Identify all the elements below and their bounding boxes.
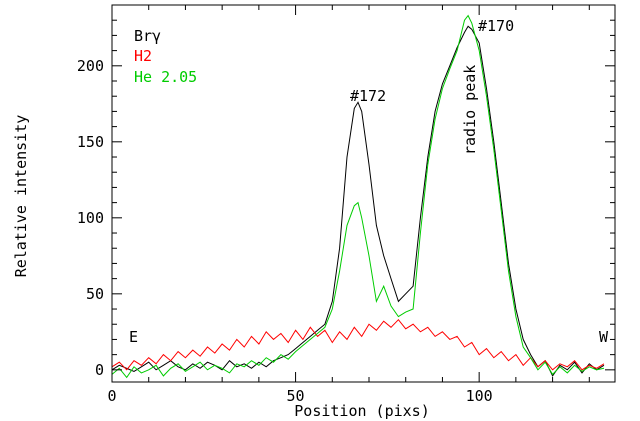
annotation-170: #170 [478,17,514,35]
y-tick-label: 100 [77,209,104,227]
x-axis-label: Position (pixs) [294,402,429,420]
y-tick-label: 0 [95,361,104,379]
y-tick-label: 200 [77,57,104,75]
series-line-0 [111,25,605,377]
y-tick-label: 150 [77,133,104,151]
legend: Brγ H2 He 2.05 [134,27,197,86]
annotation-172: #172 [350,87,386,105]
series-layer [111,14,605,379]
legend-entry-h2: H2 [134,47,152,65]
x-tick-label: 100 [466,387,493,405]
series-line-2 [111,14,605,379]
x-tick-label: 0 [107,387,116,405]
legend-entry-brgamma: Brγ [134,27,161,45]
annotation-e: E [129,328,138,346]
tick-layer: 0 50 100 0 50 100 150 200 [77,4,615,405]
legend-entry-he205: He 2.05 [134,68,197,86]
annotation-radio-peak: radio peak [461,65,479,155]
x-tick-label: 50 [287,387,305,405]
plot-frame [111,4,616,383]
series-line-1 [111,318,605,371]
y-axis-label: Relative intensity [12,115,30,278]
annotation-w: W [599,328,609,346]
y-tick-label: 50 [86,285,104,303]
